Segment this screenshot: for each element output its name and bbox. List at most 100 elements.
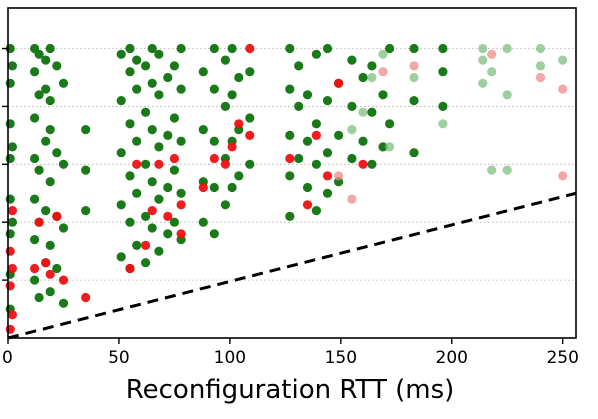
data-point-54 bbox=[125, 67, 135, 77]
data-point-38 bbox=[58, 298, 69, 308]
data-point-72 bbox=[154, 194, 164, 204]
data-point-175 bbox=[209, 153, 219, 164]
data-point-46 bbox=[116, 200, 126, 210]
data-point-10 bbox=[7, 217, 18, 227]
data-point-202 bbox=[535, 61, 546, 71]
y-axis-ticks bbox=[2, 47, 8, 281]
data-point-173 bbox=[176, 200, 186, 210]
data-point-119 bbox=[294, 61, 304, 71]
x-tick-label-0: 0 bbox=[2, 348, 13, 368]
data-point-69 bbox=[147, 78, 157, 88]
data-point-138 bbox=[358, 72, 368, 83]
data-point-160 bbox=[41, 258, 51, 268]
data-point-197 bbox=[487, 165, 497, 175]
data-point-121 bbox=[302, 136, 313, 146]
data-point-178 bbox=[234, 119, 244, 129]
data-point-145 bbox=[385, 43, 395, 54]
data-point-63 bbox=[141, 159, 151, 169]
data-point-15 bbox=[29, 113, 40, 123]
data-point-93 bbox=[209, 229, 219, 239]
data-point-20 bbox=[34, 165, 44, 175]
x-tick-label-4: 200 bbox=[436, 348, 468, 368]
data-point-180 bbox=[245, 43, 255, 54]
data-point-77 bbox=[163, 182, 173, 193]
data-point-108 bbox=[234, 72, 244, 83]
data-point-187 bbox=[347, 125, 357, 135]
data-point-163 bbox=[58, 275, 69, 285]
data-point-64 bbox=[141, 107, 151, 117]
data-point-105 bbox=[227, 43, 237, 54]
data-point-159 bbox=[34, 217, 44, 227]
data-point-11 bbox=[29, 275, 40, 285]
data-point-148 bbox=[409, 43, 419, 54]
data-point-92 bbox=[198, 67, 208, 77]
data-point-113 bbox=[285, 171, 295, 181]
data-point-71 bbox=[154, 246, 164, 256]
data-point-139 bbox=[367, 159, 377, 169]
data-point-65 bbox=[141, 61, 151, 71]
data-point-9 bbox=[7, 142, 18, 152]
data-point-129 bbox=[322, 96, 333, 106]
data-point-140 bbox=[367, 107, 377, 117]
data-point-74 bbox=[154, 90, 164, 100]
data-point-26 bbox=[41, 84, 51, 94]
data-point-194 bbox=[478, 78, 488, 88]
data-point-34 bbox=[52, 263, 62, 274]
data-point-70 bbox=[147, 43, 157, 54]
data-point-32 bbox=[45, 96, 55, 106]
data-point-97 bbox=[209, 43, 219, 54]
x-axis-ticks bbox=[7, 338, 564, 344]
data-point-75 bbox=[154, 49, 164, 59]
data-point-45 bbox=[116, 252, 126, 262]
data-point-76 bbox=[163, 229, 173, 239]
data-point-177 bbox=[227, 142, 237, 152]
data-point-150 bbox=[438, 67, 448, 77]
data-point-88 bbox=[176, 43, 186, 54]
data-point-24 bbox=[41, 206, 51, 216]
data-point-28 bbox=[45, 287, 55, 297]
data-point-57 bbox=[132, 188, 142, 198]
data-point-44 bbox=[81, 125, 91, 135]
data-point-143 bbox=[378, 90, 388, 100]
x-tick-label-5: 250 bbox=[546, 348, 578, 368]
data-point-21 bbox=[34, 90, 44, 100]
data-point-91 bbox=[198, 125, 208, 135]
data-point-5 bbox=[5, 119, 15, 129]
data-point-68 bbox=[147, 125, 157, 135]
data-point-110 bbox=[245, 113, 255, 123]
data-point-16 bbox=[29, 67, 40, 77]
data-point-53 bbox=[125, 119, 135, 129]
data-point-87 bbox=[176, 84, 186, 94]
data-point-3 bbox=[5, 194, 15, 204]
data-point-184 bbox=[322, 171, 333, 181]
data-point-211 bbox=[558, 84, 568, 94]
data-point-40 bbox=[58, 159, 69, 169]
data-point-209 bbox=[487, 49, 497, 59]
data-point-33 bbox=[45, 43, 55, 54]
data-point-170 bbox=[163, 211, 173, 221]
data-point-14 bbox=[29, 153, 40, 164]
data-point-120 bbox=[302, 182, 313, 193]
data-point-22 bbox=[34, 49, 44, 59]
data-point-168 bbox=[147, 206, 157, 216]
data-point-174 bbox=[198, 182, 208, 193]
data-point-39 bbox=[58, 223, 69, 233]
data-point-201 bbox=[502, 43, 512, 54]
data-point-42 bbox=[81, 206, 91, 216]
data-point-48 bbox=[116, 96, 126, 106]
data-point-172 bbox=[176, 229, 186, 239]
data-point-151 bbox=[438, 43, 448, 54]
data-point-210 bbox=[535, 72, 546, 83]
series-faded-green bbox=[347, 43, 568, 175]
data-point-208 bbox=[409, 61, 419, 71]
data-point-62 bbox=[141, 211, 151, 221]
data-point-29 bbox=[45, 240, 55, 250]
data-point-118 bbox=[294, 101, 304, 111]
data-point-169 bbox=[154, 159, 164, 169]
x-tick-label-3: 150 bbox=[325, 348, 357, 368]
data-point-204 bbox=[558, 55, 568, 65]
data-point-37 bbox=[52, 61, 62, 71]
data-point-109 bbox=[245, 159, 255, 169]
data-point-117 bbox=[294, 153, 304, 164]
data-point-152 bbox=[5, 324, 15, 334]
